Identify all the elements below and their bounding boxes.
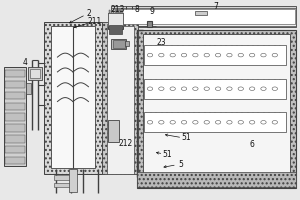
Text: 2: 2 <box>86 9 91 18</box>
Bar <box>109 25 122 34</box>
Text: 4: 4 <box>23 58 28 67</box>
Bar <box>113 10 115 13</box>
Bar <box>136 172 296 187</box>
Bar <box>108 13 123 26</box>
Bar <box>144 79 286 99</box>
Text: 9: 9 <box>149 7 154 16</box>
Bar <box>115 10 117 13</box>
Bar <box>4 92 25 99</box>
Bar <box>4 67 26 166</box>
Text: 212: 212 <box>119 139 133 148</box>
Bar <box>117 10 119 13</box>
Bar <box>111 6 296 27</box>
Bar <box>109 10 110 13</box>
Bar <box>4 113 25 121</box>
Bar <box>108 120 119 142</box>
Bar <box>54 183 74 187</box>
Bar <box>111 8 296 26</box>
Bar <box>4 81 25 88</box>
Bar <box>113 9 295 24</box>
Bar <box>121 10 123 13</box>
Text: 6: 6 <box>249 140 254 149</box>
Text: 211: 211 <box>88 17 102 26</box>
Bar <box>108 13 123 29</box>
Bar <box>69 169 76 192</box>
Bar <box>107 26 134 174</box>
Bar <box>142 34 290 177</box>
Bar <box>54 175 74 180</box>
Bar <box>4 103 25 110</box>
Text: 51: 51 <box>163 150 172 159</box>
Bar <box>28 67 42 80</box>
Bar <box>4 70 25 77</box>
Bar <box>111 10 112 13</box>
Bar <box>4 135 25 143</box>
Bar <box>51 26 95 168</box>
Bar <box>147 21 152 27</box>
Bar <box>119 10 121 13</box>
Text: 7: 7 <box>213 2 218 11</box>
Bar <box>4 157 25 164</box>
Bar <box>102 22 138 174</box>
Bar <box>113 40 124 48</box>
Bar <box>124 41 129 46</box>
Bar <box>30 69 40 78</box>
Text: 213: 213 <box>111 5 125 14</box>
Text: 5: 5 <box>178 160 183 169</box>
Bar <box>144 112 286 132</box>
Bar <box>144 45 286 65</box>
Text: 51: 51 <box>182 133 191 142</box>
Bar <box>44 22 102 174</box>
Text: 23: 23 <box>157 38 166 47</box>
Bar <box>4 146 25 153</box>
Bar <box>136 30 296 188</box>
Bar <box>26 83 32 94</box>
Bar <box>195 11 207 15</box>
Bar <box>111 39 126 49</box>
Bar <box>4 124 25 132</box>
Text: 8: 8 <box>134 5 139 14</box>
